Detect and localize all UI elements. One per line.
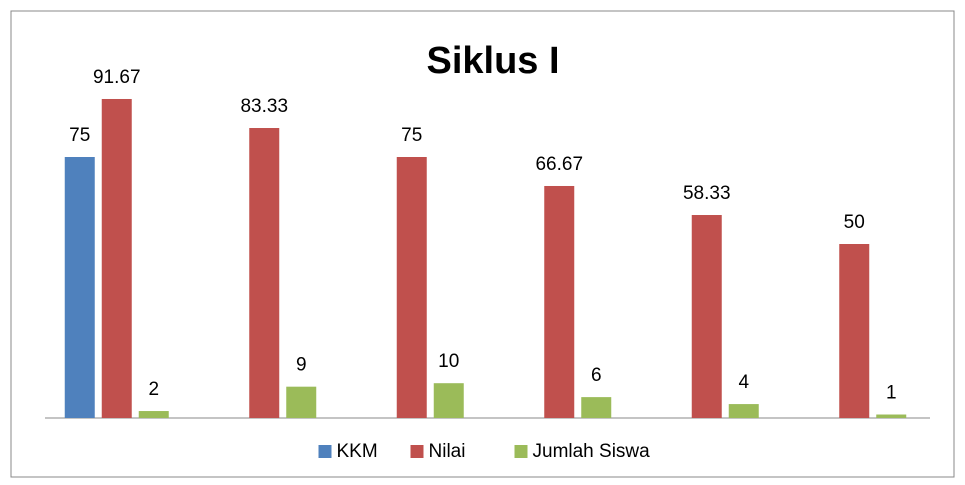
bar <box>101 98 132 418</box>
bar <box>249 128 280 418</box>
data-label: 4 <box>738 372 749 393</box>
data-label: 6 <box>591 365 602 386</box>
bar <box>286 386 317 418</box>
legend-label: Jumlah Siswa <box>533 441 651 462</box>
bar <box>544 185 575 418</box>
data-label: 2 <box>148 379 159 400</box>
data-label: 10 <box>438 351 459 372</box>
bar <box>876 414 907 418</box>
bar <box>396 157 427 418</box>
data-label: 75 <box>401 125 422 146</box>
legend-swatch <box>410 445 424 458</box>
legend-label: KKM <box>337 441 378 462</box>
chart-border <box>10 10 955 478</box>
legend-label: Nilai <box>429 441 466 462</box>
bar <box>433 383 464 418</box>
legend-swatch <box>318 445 332 458</box>
bar <box>138 411 169 418</box>
chart-title: Siklus I <box>426 40 559 82</box>
bar <box>728 404 759 418</box>
data-label: 50 <box>844 212 865 233</box>
bar <box>64 157 95 418</box>
legend-swatch <box>514 445 528 458</box>
data-label: 9 <box>296 355 307 376</box>
data-label: 83.33 <box>240 96 288 117</box>
data-label: 75 <box>69 125 90 146</box>
bar <box>839 244 870 418</box>
data-label: 58.33 <box>683 183 731 204</box>
data-label: 66.67 <box>535 154 583 175</box>
bar <box>691 215 722 418</box>
data-label: 1 <box>886 383 897 404</box>
bar <box>581 397 612 418</box>
data-label: 91.67 <box>93 67 141 88</box>
